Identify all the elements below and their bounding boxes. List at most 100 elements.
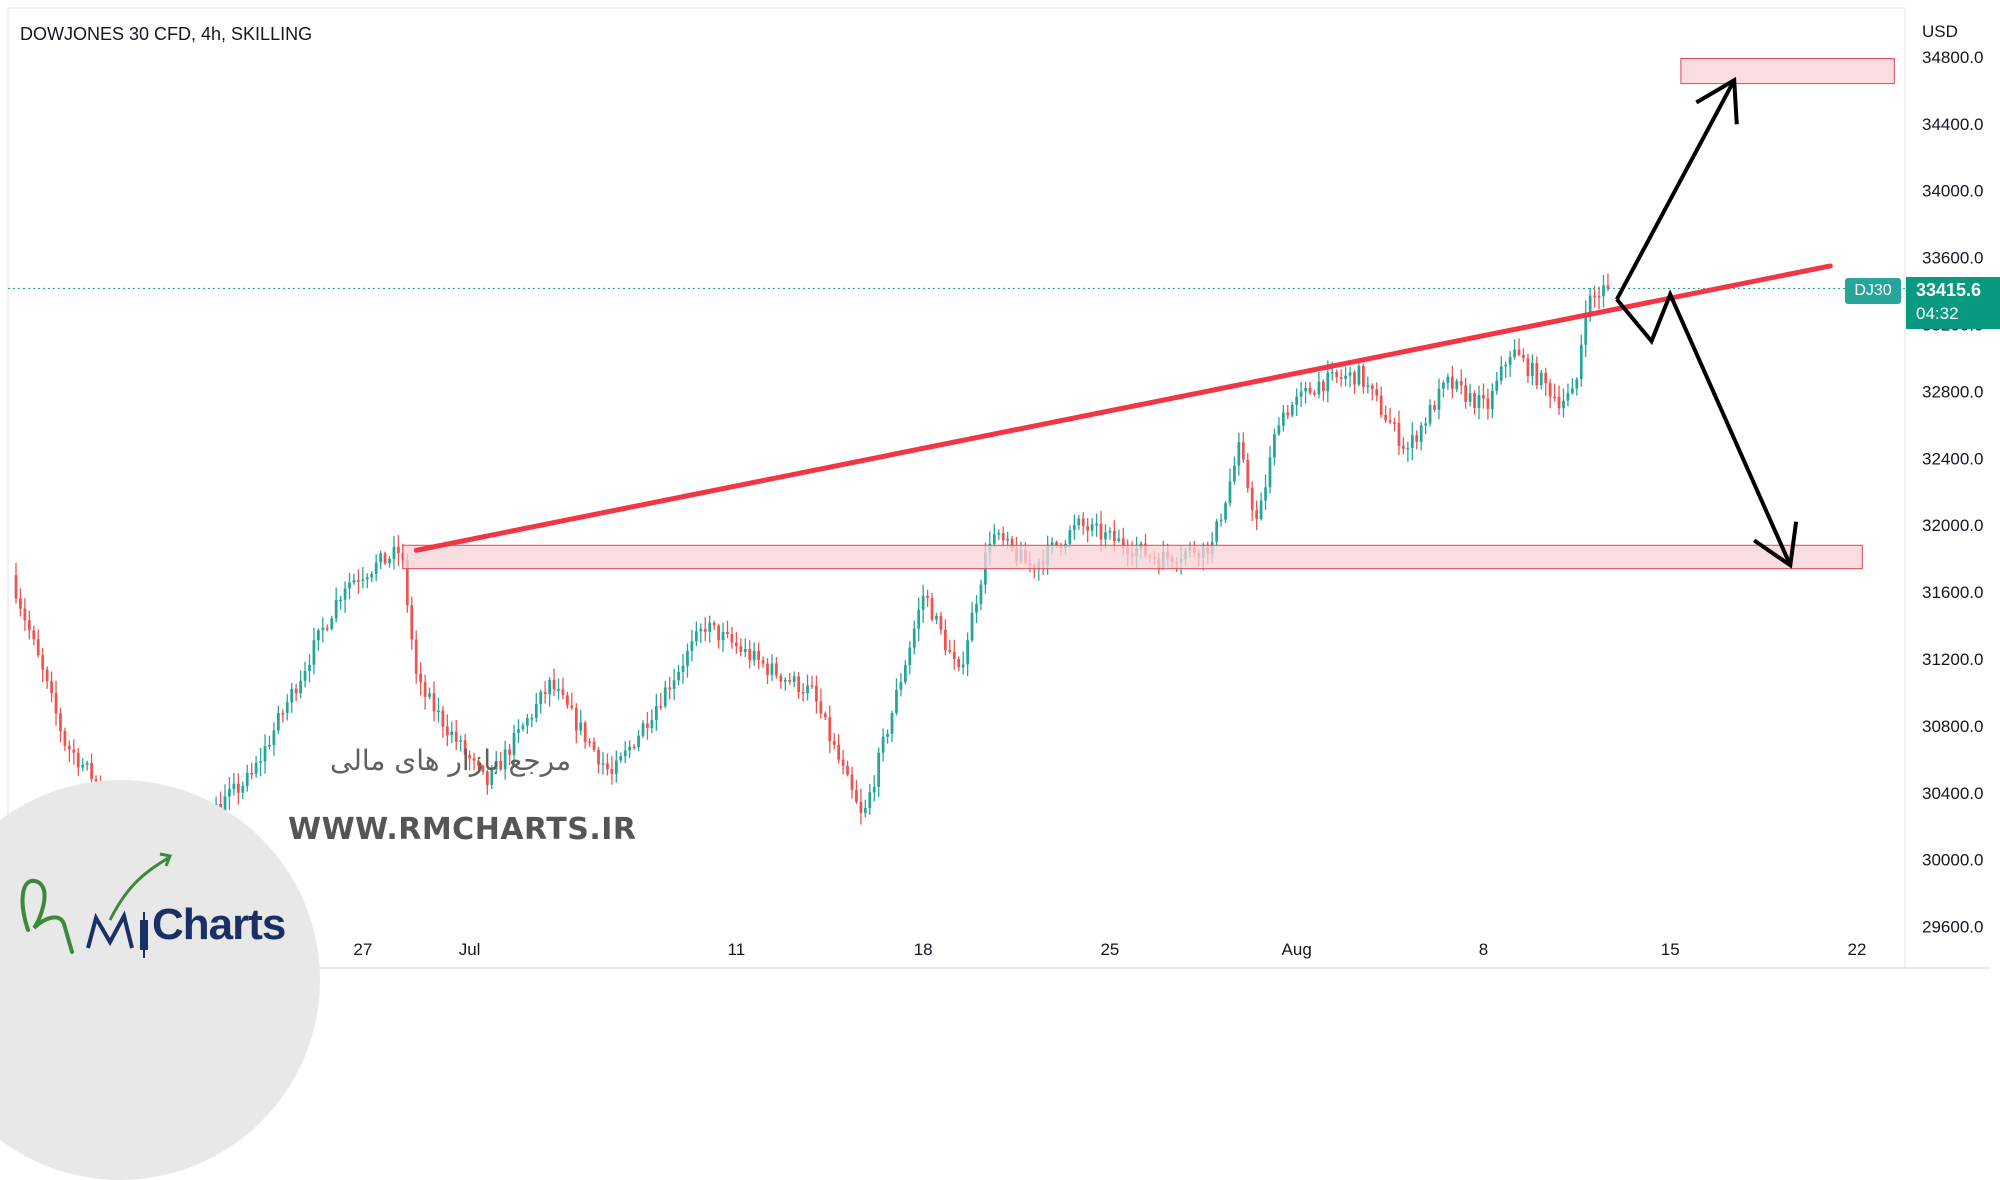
candle-body-down	[819, 701, 823, 714]
candle-body-down	[508, 749, 511, 756]
candle-body-up	[868, 792, 872, 808]
candle-body-up	[512, 732, 516, 756]
candle-body-down	[1321, 381, 1325, 392]
candle-body-down	[1379, 395, 1383, 415]
x-tick-label: 15	[1661, 940, 1680, 959]
x-tick-label: 25	[1100, 940, 1119, 959]
candle-body-up	[272, 730, 276, 745]
candle-body-down	[823, 713, 827, 718]
candle-body-down	[32, 630, 36, 640]
target-zone[interactable]	[1680, 58, 1895, 85]
candle-body-up	[317, 630, 320, 641]
candle-body-up	[863, 807, 867, 813]
candle-body-up	[1562, 400, 1565, 409]
candle-body-up	[490, 768, 494, 785]
candle-body-up	[1072, 525, 1076, 531]
rm-logo-icon	[20, 852, 173, 958]
candle-body-up	[743, 649, 747, 652]
candle-body-up	[259, 761, 262, 763]
candle-body-up	[361, 579, 365, 582]
candle-body-down	[423, 682, 427, 697]
candle-body-up	[245, 772, 249, 786]
y-tick-label: 31200.0	[1922, 650, 1983, 669]
candle-body-down	[63, 731, 67, 746]
trendline[interactable]	[413, 263, 1833, 553]
candle-body-up	[681, 665, 685, 672]
candle-body-up	[917, 609, 921, 629]
bearish-arrow[interactable]	[1615, 289, 1793, 567]
candle-body-down	[1375, 389, 1379, 396]
candle-body-down	[294, 688, 298, 694]
candle-body-up	[908, 647, 912, 666]
bullish-arrow-head	[1695, 76, 1739, 125]
candle-body-up	[228, 788, 231, 797]
candle-body-down	[726, 631, 729, 634]
candle-body-up	[437, 710, 440, 713]
candle-body-up	[232, 783, 236, 789]
candle-body-down	[94, 778, 98, 782]
y-axis-unit: USD	[1922, 22, 1958, 41]
candle-body-up	[1299, 391, 1303, 397]
candle-body-up	[254, 762, 258, 774]
candle-body-up	[1504, 364, 1508, 367]
candle-body-up	[1290, 404, 1294, 416]
candle-body-down	[1415, 435, 1419, 442]
candle-body-up	[1228, 481, 1232, 504]
candle-body-down	[383, 553, 387, 564]
bullish-arrow[interactable]	[1615, 79, 1736, 301]
candle-body-down	[855, 789, 858, 802]
candle-body-down	[14, 575, 18, 599]
candle-body-down	[757, 650, 760, 661]
candle-body-up	[1442, 382, 1445, 389]
candle-body-down	[1606, 285, 1610, 289]
candle-body-up	[708, 622, 712, 632]
candle-body-up	[388, 558, 391, 564]
candle-body-up	[619, 756, 623, 761]
candle-body-down	[19, 598, 22, 609]
price-chart[interactable]: USD 29600.0 30000.0 30400.0 30800.0 31200.0 31…	[0, 0, 2000, 1000]
candle-body-up	[339, 599, 342, 602]
candle-body-up	[557, 689, 560, 691]
candle-body-down	[281, 712, 285, 715]
candle-body-up	[1224, 503, 1227, 520]
candle-body-down	[454, 731, 458, 742]
candle-body-up	[517, 729, 520, 733]
candle-body-down	[597, 749, 600, 765]
candle-body-down	[1517, 349, 1521, 355]
candle-body-up	[872, 786, 876, 793]
candle-body-up	[85, 762, 89, 765]
candle-body-up	[370, 573, 374, 578]
candle-body-down	[712, 622, 716, 626]
candle-body-down	[250, 772, 254, 775]
candle-body-up	[1437, 388, 1441, 410]
candle-body-up	[1513, 349, 1516, 357]
y-tick-label: 34800.0	[1922, 48, 1983, 67]
candle-body-up	[81, 764, 85, 768]
candle-body-up	[1344, 375, 1347, 379]
candle-body-up	[365, 577, 369, 580]
candle-body-up	[899, 682, 903, 690]
candle-body-down	[1535, 362, 1539, 386]
candle-body-up	[263, 746, 267, 762]
candle-body-up	[1499, 366, 1503, 381]
candle-body-down	[1450, 376, 1454, 389]
candle-body-up	[1366, 385, 1370, 387]
candle-body-up	[792, 676, 796, 682]
candle-body-up	[663, 687, 667, 707]
candle-body-down	[797, 676, 801, 693]
candle-body-up	[979, 584, 983, 604]
x-tick-label: 8	[1479, 940, 1488, 959]
candle-body-down	[632, 746, 636, 749]
candle-body-down	[1286, 412, 1290, 416]
candle-body-down	[397, 546, 400, 554]
support-zone[interactable]	[402, 544, 1863, 570]
candle-body-down	[1246, 459, 1250, 488]
y-tick-label: 29600.0	[1922, 918, 1983, 937]
candle-body-up	[1508, 356, 1512, 365]
candle-body-up	[1579, 344, 1583, 380]
y-tick-label: 30000.0	[1922, 851, 1983, 870]
candle-body-down	[59, 713, 62, 732]
candle-body-up	[623, 750, 627, 757]
candle-body-up	[806, 685, 809, 694]
